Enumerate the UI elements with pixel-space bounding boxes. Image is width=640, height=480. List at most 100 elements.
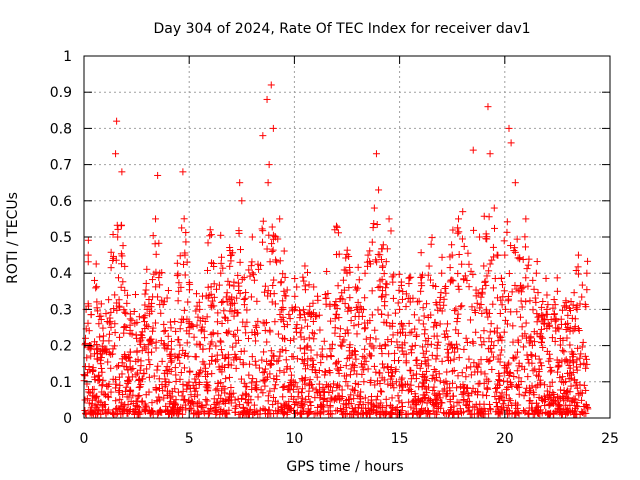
data-point-cloud: [454, 310, 462, 318]
data-point-cloud: [359, 352, 367, 360]
data-point-cloud: [394, 343, 402, 351]
data-point-cloud: [146, 360, 154, 368]
data-point-cloud: [557, 395, 565, 403]
data-point-cloud: [398, 399, 406, 407]
data-point-cloud: [177, 283, 185, 291]
data-point-cloud: [109, 230, 117, 238]
data-point-cloud: [271, 318, 279, 326]
data-point-cloud: [392, 405, 400, 413]
data-point-cloud: [171, 318, 179, 326]
data-point-cloud: [152, 338, 160, 346]
data-point-cloud: [252, 322, 260, 330]
data-point-cloud: [152, 386, 160, 394]
data-point-cloud: [112, 397, 120, 405]
data-point-cloud: [191, 409, 199, 417]
data-point-cloud: [476, 408, 484, 416]
data-point-cloud: [190, 410, 198, 418]
data-point-cloud: [500, 237, 508, 245]
data-point-cloud: [551, 301, 559, 309]
data-point-cloud: [252, 361, 260, 369]
data-point-cloud: [503, 385, 511, 393]
data-point-cloud: [529, 276, 537, 284]
data-point-cloud: [543, 347, 551, 355]
data-point-cloud: [421, 391, 429, 399]
data-point-cloud: [584, 405, 592, 413]
data-point-cloud: [113, 363, 121, 371]
data-point-cloud: [481, 407, 489, 415]
data-point-cloud: [230, 278, 238, 286]
y-tick-label: 0.8: [50, 121, 72, 137]
data-point-cloud: [273, 357, 281, 365]
data-point-cloud: [582, 386, 590, 394]
data-point-cloud: [449, 226, 457, 234]
data-point-cloud: [532, 298, 540, 306]
data-point-cloud: [338, 342, 346, 350]
data-point-cloud: [510, 247, 518, 255]
data-point-cloud: [203, 313, 211, 321]
data-point-cloud: [409, 371, 417, 379]
data-point-cloud: [347, 306, 355, 314]
data-point: [154, 171, 162, 179]
data-point-cloud: [445, 349, 453, 357]
data-point-cloud: [292, 324, 300, 332]
data-point-cloud: [172, 377, 180, 385]
data-point-cloud: [549, 399, 557, 407]
data-point-cloud: [268, 248, 276, 256]
x-tick-label: 15: [391, 431, 409, 447]
data-point-cloud: [307, 346, 315, 354]
data-point-cloud: [215, 391, 223, 399]
data-point-cloud: [336, 332, 344, 340]
data-point-cloud: [458, 302, 466, 310]
data-point-cloud: [105, 319, 113, 327]
data-point-cloud: [503, 320, 511, 328]
chart-title: Day 304 of 2024, Rate Of TEC Index for r…: [153, 21, 530, 37]
data-point-cloud: [343, 246, 351, 254]
data-point-cloud: [511, 248, 519, 256]
data-point-cloud: [505, 395, 513, 403]
data-point-cloud: [350, 347, 358, 355]
data-point-cloud: [515, 374, 523, 382]
data-point-cloud: [348, 405, 356, 413]
data-point-cloud: [263, 245, 271, 253]
data-point-cloud: [500, 396, 508, 404]
data-point-cloud: [112, 405, 120, 413]
data-point-cloud: [297, 398, 305, 406]
data-point-cloud: [354, 298, 362, 306]
data-point: [385, 215, 393, 223]
data-point-cloud: [81, 407, 89, 415]
data-point-cloud: [570, 289, 578, 297]
data-point-cloud: [122, 310, 130, 318]
data-point-cloud: [540, 392, 548, 400]
data-point-cloud: [387, 410, 395, 418]
data-point-cloud: [282, 356, 290, 364]
data-point-cloud: [125, 354, 133, 362]
data-point-cloud: [563, 388, 571, 396]
data-point-cloud: [534, 410, 542, 418]
data-point-cloud: [362, 357, 370, 365]
data-point-cloud: [218, 298, 226, 306]
data-point-cloud: [94, 355, 102, 363]
data-point-cloud: [207, 283, 215, 291]
data-point-cloud: [465, 283, 473, 291]
data-point-cloud: [360, 378, 368, 386]
data-point-cloud: [579, 409, 587, 417]
data-point-cloud: [279, 408, 287, 416]
data-point-cloud: [457, 303, 465, 311]
data-point-cloud: [254, 393, 262, 401]
data-point-cloud: [298, 389, 306, 397]
data-point-cloud: [330, 301, 338, 309]
data-point-cloud: [500, 287, 508, 295]
data-point: [179, 168, 187, 176]
data-point-cloud: [415, 316, 423, 324]
data-point-cloud: [140, 369, 148, 377]
data-point-cloud: [460, 275, 468, 283]
data-point-cloud: [230, 356, 238, 364]
data-point-cloud: [377, 293, 385, 301]
data-point-cloud: [390, 271, 398, 279]
data-point-cloud: [85, 366, 93, 374]
y-axis-label: ROTI / TECUs: [5, 192, 21, 284]
data-point-cloud: [487, 320, 495, 328]
data-point-cloud: [387, 381, 395, 389]
data-point-cloud: [535, 393, 543, 401]
data-point-cloud: [213, 318, 221, 326]
